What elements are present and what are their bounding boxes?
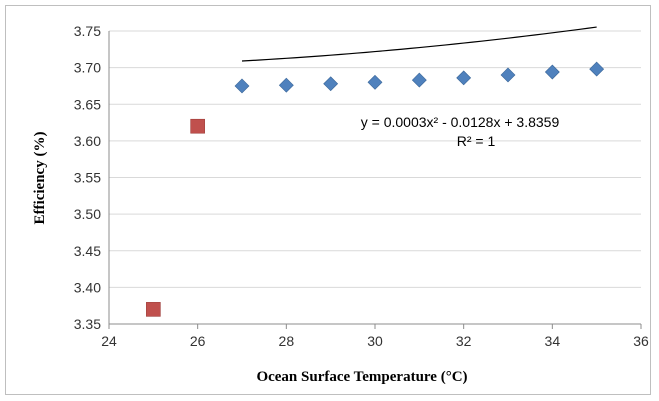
y-tick-label: 3.65: [74, 96, 101, 112]
r-squared-label: R² = 1: [457, 133, 496, 149]
scatter-chart: 3.35 3.40 3.45 3.50 3.55 3.60 3.65 3.70 3.75 24 26…: [32, 23, 649, 385]
diamond-point: [367, 74, 383, 90]
diamond-point: [544, 64, 560, 80]
x-tick-label: 30: [367, 333, 383, 349]
x-axis-title: Ocean Surface Temperature (°C): [256, 369, 467, 385]
y-tick-label: 3.35: [74, 316, 101, 332]
x-tick-label: 24: [101, 333, 117, 349]
y-tick-label: 3.45: [74, 243, 101, 259]
diamond-point: [411, 72, 427, 88]
trendline-layer: [241, 26, 597, 62]
gridlines: [109, 30, 641, 288]
tick-labels: 3.35 3.40 3.45 3.50 3.55 3.60 3.65 3.70 3.75 24 26…: [74, 23, 649, 349]
y-tick-label: 3.75: [74, 23, 101, 39]
x-tick-label: 28: [279, 333, 295, 349]
y-axis-title: Efficiency (%): [32, 132, 48, 225]
data-points: [146, 61, 605, 317]
diamond-point: [456, 70, 472, 86]
y-tick-label: 3.55: [74, 170, 101, 186]
y-tick-label: 3.70: [74, 60, 101, 76]
y-tick-label: 3.50: [74, 206, 101, 222]
trendline: [241, 26, 597, 62]
y-tick-label: 3.40: [74, 279, 101, 295]
x-tick-label: 36: [633, 333, 649, 349]
x-tick-label: 34: [545, 333, 561, 349]
square-point: [146, 302, 161, 317]
chart-frame: 3.35 3.40 3.45 3.50 3.55 3.60 3.65 3.70 3.75 24 26…: [5, 5, 651, 395]
x-tick-label: 26: [190, 333, 206, 349]
diamond-point: [589, 61, 605, 77]
diamond-point: [278, 77, 294, 93]
diamond-point: [323, 76, 339, 92]
square-point: [190, 118, 205, 134]
diamond-point: [500, 67, 516, 83]
axes: [108, 31, 642, 329]
x-tick-label: 32: [456, 333, 472, 349]
trendline-equation: y = 0.0003x² - 0.0128x + 3.8359: [361, 114, 560, 130]
diamond-point: [234, 78, 250, 94]
y-tick-label: 3.60: [74, 133, 101, 149]
